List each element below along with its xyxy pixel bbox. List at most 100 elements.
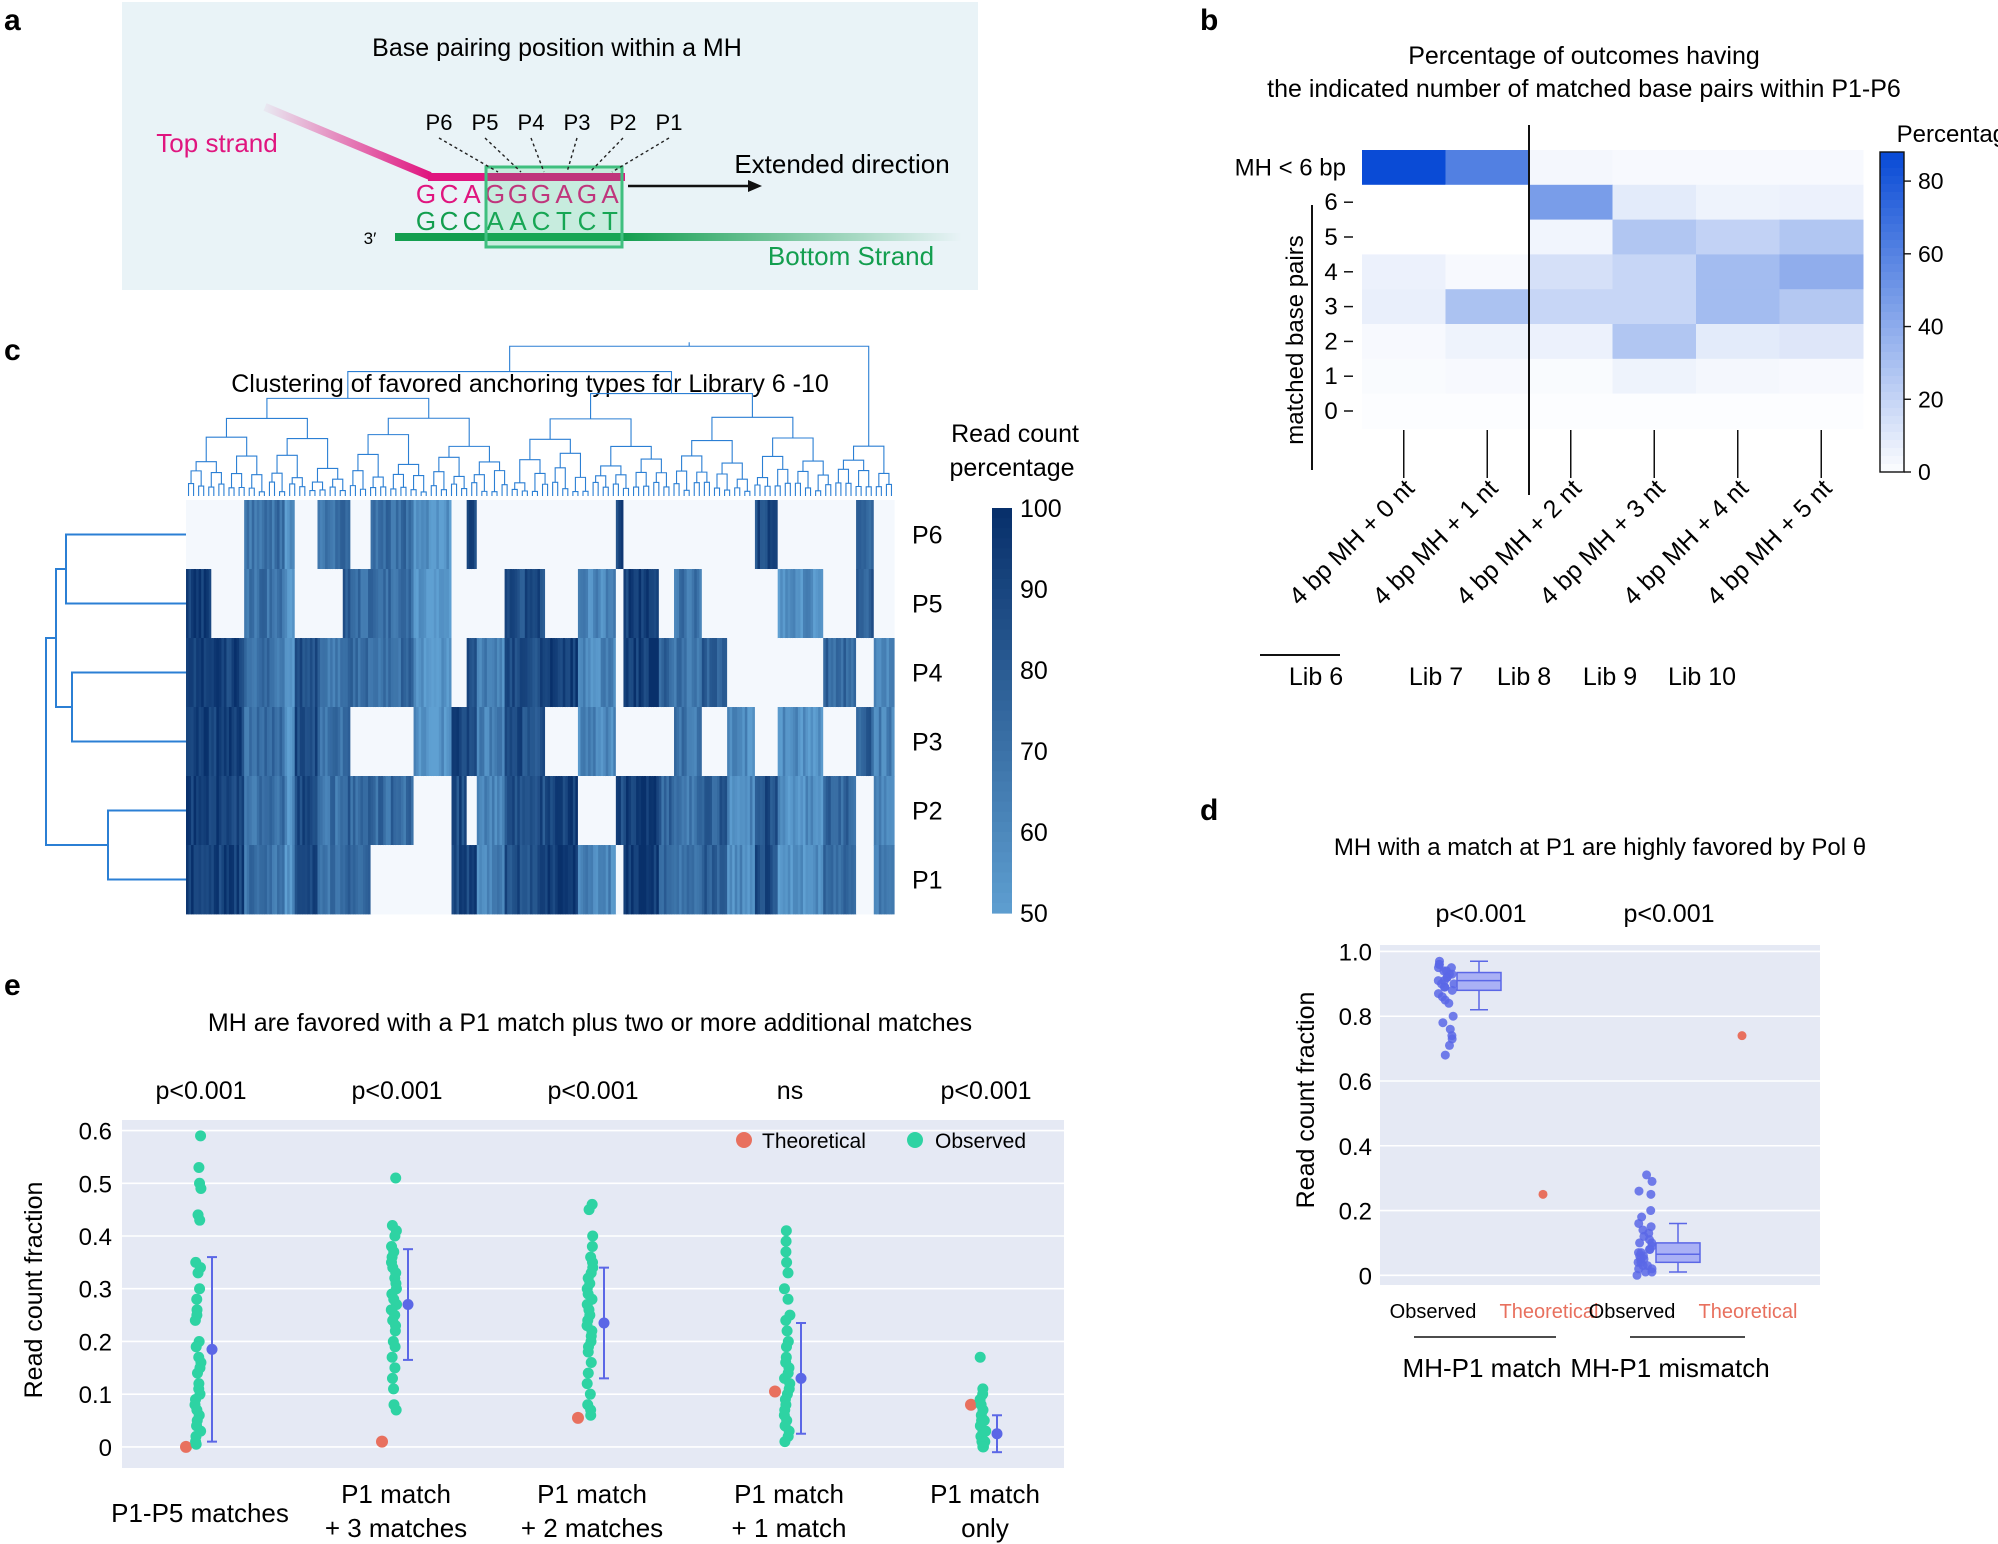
- colorbar-b-segment: [1880, 376, 1904, 385]
- dendrogram-c-row-link: [55, 568, 72, 708]
- heatmap-c-cell: [613, 707, 617, 777]
- heatmap-c-cell: [211, 845, 215, 915]
- heatmap-c-cell: [762, 707, 766, 777]
- heatmap-c-cell: [373, 638, 377, 708]
- heatmap-c-cell: [858, 638, 862, 708]
- heatmap-c-cell: [284, 845, 288, 915]
- heatmap-c-cell: [686, 776, 690, 846]
- heatmap-c-cell: [737, 776, 741, 846]
- heatmap-c-cell: [815, 707, 819, 777]
- heatmap-c-cell: [474, 776, 478, 846]
- heatmap-c-cell: [471, 845, 475, 915]
- dendrogram-c-link: [433, 471, 445, 490]
- heatmap-c-cell: [512, 638, 516, 708]
- heatmap-c-cell: [271, 500, 276, 570]
- heatmap-c-cell: [373, 569, 377, 639]
- heatmap-c-cell: [843, 569, 847, 639]
- heatmap-c-cell: [610, 707, 614, 777]
- heatmap-c-cell: [818, 569, 822, 639]
- heatmap-b-cell: [1445, 358, 1530, 395]
- heatmap-c-cell: [532, 845, 536, 915]
- heatmap-c-cell: [322, 569, 326, 639]
- dendrogram-c-link: [802, 460, 824, 476]
- position-tick: [438, 137, 499, 173]
- heatmap-c-cell: [403, 707, 407, 777]
- heatmap-c-cell: [201, 638, 205, 708]
- heatmap-c-cell: [838, 707, 842, 777]
- dendrogram-c-link: [461, 487, 468, 496]
- heatmap-c-cell: [888, 707, 893, 777]
- heatmap-c-cell: [241, 638, 245, 708]
- heatmap-c-cell: [562, 638, 566, 708]
- heatmap-c-cell: [249, 569, 253, 639]
- heatmap-c-cell: [297, 707, 301, 777]
- heatmap-c-cell: [577, 500, 582, 570]
- heatmap-c-cell: [570, 845, 574, 915]
- heatmap-c-cell: [701, 776, 705, 846]
- heatmap-c-cell: [309, 638, 314, 708]
- heatmap-c-cell: [638, 776, 642, 846]
- colorbar-b-segment: [1880, 160, 1904, 169]
- heatmap-c-cell: [357, 776, 362, 846]
- colorbar-b-segment: [1880, 416, 1904, 425]
- scatter-e-observed-point: [782, 1267, 794, 1279]
- heatmap-c-cell: [625, 845, 630, 915]
- heatmap-c-cell: [320, 500, 324, 570]
- heatmap-c-cell: [878, 500, 882, 570]
- heatmap-c-cell: [277, 776, 281, 846]
- heatmap-c-cell: [332, 845, 336, 915]
- heatmap-c-cell: [527, 500, 531, 570]
- heatmap-c-cell: [861, 569, 865, 639]
- heatmap-c-cell: [350, 776, 354, 846]
- heatmap-c-cell: [580, 776, 584, 846]
- heatmap-c-cell: [545, 638, 549, 708]
- scatter-d-marks: [1433, 956, 1747, 1280]
- heatmap-c-cell: [418, 707, 422, 777]
- heatmap-c-cell: [681, 776, 685, 846]
- heatmap-c-cell: [770, 845, 774, 915]
- heatmap-c-cell: [732, 638, 736, 708]
- scatter-e-observed-point: [779, 1436, 791, 1448]
- heatmap-c-cell: [550, 776, 554, 846]
- heatmap-c-cell: [830, 500, 834, 570]
- heatmap-c-cell: [795, 500, 799, 570]
- colorbar-b-segment: [1880, 232, 1904, 241]
- heatmap-c-cell: [780, 707, 784, 777]
- heatmap-c-cell: [360, 776, 364, 846]
- heatmap-c-cell: [810, 707, 814, 777]
- heatmap-b-cell: [1696, 184, 1780, 221]
- heatmap-c-cell: [423, 776, 427, 846]
- top-base: G: [577, 179, 597, 209]
- scatter-d-observed-point: [1640, 1267, 1650, 1277]
- heatmap-c-cell: [251, 707, 255, 777]
- heatmap-b-cell: [1612, 289, 1697, 325]
- heatmap-c-cell: [484, 638, 488, 708]
- heatmap-c-cell: [454, 707, 458, 777]
- heatmap-c-cell: [385, 500, 389, 570]
- heatmap-c-cell: [302, 776, 306, 846]
- heatmap-c-cell: [608, 776, 612, 846]
- heatmap-c-cell: [734, 845, 738, 915]
- heatmap-c-cell: [254, 500, 258, 570]
- heatmap-c-cell: [325, 569, 329, 639]
- heatmap-c-cell: [802, 569, 807, 639]
- heatmap-c-cell: [694, 776, 698, 846]
- heatmap-c-cell: [443, 707, 448, 777]
- heatmap-c-cell: [876, 845, 880, 915]
- heatmap-c-cell: [489, 707, 493, 777]
- heatmap-c-cell: [393, 707, 397, 777]
- dendrogram-c-link: [329, 486, 336, 496]
- heatmap-c-cell: [456, 500, 460, 570]
- heatmap-c-cell: [383, 776, 387, 846]
- heatmap-c-cell: [557, 500, 561, 570]
- heatmap-b-cell: [1445, 324, 1530, 360]
- colorbar-b-segment: [1880, 408, 1904, 417]
- heatmap-c-cell: [772, 776, 776, 846]
- heatmap-c-cell: [613, 569, 617, 639]
- heatmap-c-cell: [615, 500, 619, 570]
- heatmap-c-cell: [588, 500, 592, 570]
- heatmap-c-cell: [863, 638, 867, 708]
- colorbar-c-segment: [992, 639, 1012, 651]
- heatmap-c-cell: [494, 707, 498, 777]
